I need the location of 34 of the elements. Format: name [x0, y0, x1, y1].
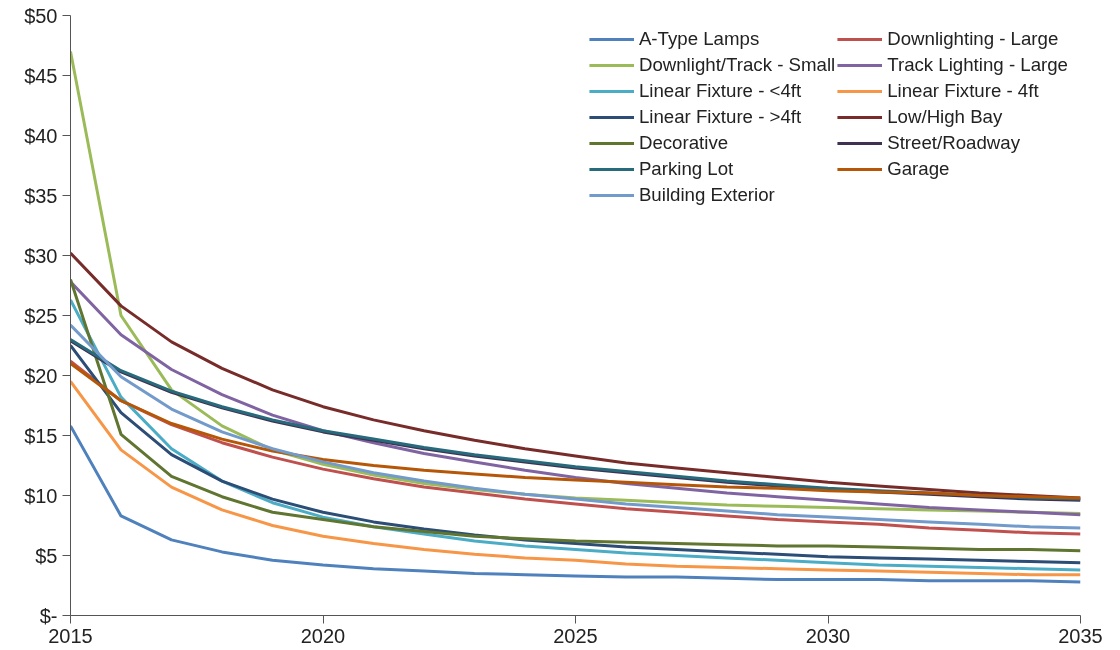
- line-series: [70, 344, 1081, 565]
- y-tick-label: $5: [35, 544, 58, 567]
- x-tick-label: 2020: [300, 624, 346, 647]
- line-series: [70, 323, 1081, 530]
- x-tick-label: 2025: [553, 624, 598, 647]
- x-tick-label: 2030: [805, 624, 851, 647]
- y-tick-label: $50: [24, 4, 58, 27]
- y-tick-label: $25: [24, 304, 58, 327]
- line-series: [70, 380, 1081, 577]
- legend-label: A-Type Lamps: [638, 27, 760, 51]
- y-tick-label: $35: [24, 184, 58, 207]
- legend-label: Linear Fixture - 4ft: [887, 79, 1039, 103]
- y-tick-label: $-: [39, 604, 58, 627]
- line-series: [70, 424, 1081, 584]
- y-tick-label: $45: [24, 64, 58, 87]
- x-tick-label: 2035: [1058, 624, 1103, 647]
- legend-label: Garage: [887, 157, 950, 181]
- legend-label: Parking Lot: [638, 157, 734, 181]
- legend-label: Decorative: [638, 131, 729, 155]
- y-tick-label: $20: [24, 364, 58, 387]
- legend-label: Linear Fixture - >4ft: [638, 105, 802, 129]
- legend-label: Building Exterior: [638, 183, 775, 207]
- legend-label: Street/Roadway: [887, 131, 1020, 155]
- legend-label: Linear Fixture - <4ft: [638, 79, 802, 103]
- legend-label: Downlighting - Large: [887, 27, 1059, 51]
- legend-label: Downlight/Track - Small: [638, 53, 836, 77]
- x-tick-label: 2015: [48, 624, 93, 647]
- y-tick-label: $40: [24, 124, 58, 147]
- y-tick-label: $10: [24, 484, 58, 507]
- y-tick-label: $15: [24, 424, 58, 447]
- legend-label: Track Lighting - Large: [887, 53, 1068, 77]
- legend-label: Low/High Bay: [887, 105, 1003, 129]
- line-series: [70, 362, 1081, 500]
- y-tick-label: $30: [24, 244, 58, 267]
